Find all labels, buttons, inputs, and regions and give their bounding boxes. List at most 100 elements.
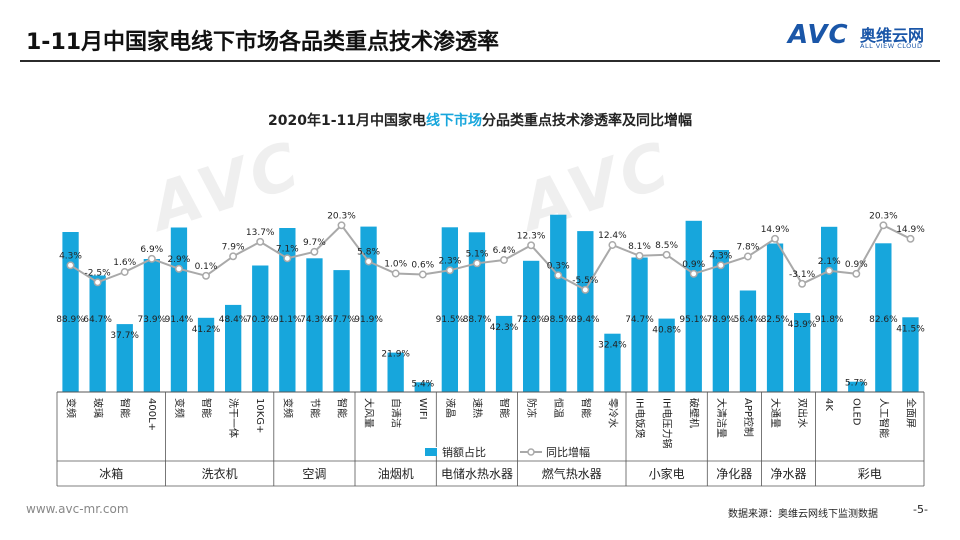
brand-logo: AVC 奥维云网 ALL VIEW CLOUD — [788, 20, 940, 54]
growth-label: 8.1% — [628, 242, 651, 252]
share-bar — [279, 228, 296, 392]
share-bar — [468, 232, 486, 392]
share-label: 40.8% — [652, 326, 681, 336]
legend-label-growth: 同比增幅 — [546, 445, 590, 459]
share-bar — [577, 231, 594, 392]
category-label: 大通量 — [769, 398, 782, 428]
growth-label: 20.3% — [327, 211, 356, 221]
category-label: 变频 — [173, 398, 186, 418]
category-label: 4K — [823, 398, 834, 411]
growth-label: -2.5% — [85, 268, 112, 278]
category-label: 破壁机 — [688, 398, 701, 428]
growth-label: 2.1% — [818, 257, 841, 267]
share-bar — [794, 313, 811, 392]
growth-label: 12.3% — [517, 231, 546, 241]
legend-swatch-share — [425, 448, 437, 456]
share-label: 5.4% — [411, 379, 434, 389]
category-label: IH电饭煲 — [634, 398, 647, 438]
share-bar — [197, 317, 215, 392]
category-label: 恒温 — [552, 398, 565, 418]
growth-label: 4.3% — [59, 251, 82, 261]
page-number: -5- — [913, 503, 928, 516]
group-label: 冰箱 — [99, 466, 123, 481]
share-bar — [414, 382, 431, 392]
legend-marker-growth — [527, 448, 535, 456]
growth-point — [364, 257, 373, 266]
growth-point — [391, 269, 400, 278]
share-bar — [902, 317, 919, 392]
category-label: 智能 — [498, 398, 511, 418]
growth-point — [147, 254, 156, 263]
growth-label: -3.1% — [789, 270, 816, 280]
growth-label: 9.7% — [303, 238, 326, 248]
category-label: 大清洁量 — [715, 398, 728, 438]
growth-label: 0.6% — [411, 261, 434, 271]
share-label: 72.9% — [517, 315, 546, 325]
share-bar — [143, 259, 160, 392]
growth-point — [66, 261, 75, 270]
share-bar — [604, 333, 621, 392]
share-bar — [631, 257, 648, 392]
group-label: 净化器 — [716, 467, 752, 481]
growth-point — [174, 264, 183, 273]
growth-point — [689, 269, 698, 278]
share-bar — [387, 352, 404, 392]
growth-label: 2.9% — [167, 255, 190, 265]
growth-label: 5.1% — [466, 249, 489, 259]
legend-label-share: 销额占比 — [442, 445, 486, 459]
footer-url[interactable]: www.avc-mr.com — [26, 502, 129, 516]
growth-point — [93, 278, 102, 287]
growth-label: 12.4% — [598, 231, 627, 241]
growth-label: 0.9% — [845, 260, 868, 270]
group-label: 净水器 — [770, 467, 806, 481]
share-bar — [712, 250, 729, 392]
growth-point — [852, 269, 861, 278]
category-label: OLED — [850, 398, 861, 426]
growth-label: 6.4% — [493, 246, 516, 256]
growth-point — [608, 241, 617, 249]
share-label: 91.4% — [165, 315, 194, 325]
share-label: 95.1% — [679, 315, 708, 325]
share-label: 88.7% — [463, 315, 492, 325]
growth-label: 1.6% — [113, 258, 136, 268]
category-label: 智能 — [200, 398, 213, 418]
growth-label: 13.7% — [246, 228, 275, 238]
share-label: 32.4% — [598, 341, 627, 351]
growth-point — [771, 234, 779, 243]
growth-point — [337, 221, 346, 230]
category-label: 变频 — [281, 398, 294, 418]
growth-line — [69, 223, 911, 292]
growth-label: 5.8% — [357, 248, 380, 258]
growth-point — [120, 268, 129, 276]
growth-point — [879, 221, 888, 230]
growth-label: 0.3% — [547, 261, 570, 271]
category-label: 变频 — [65, 398, 78, 418]
category-label: 大风量 — [363, 398, 376, 428]
share-bar — [170, 227, 188, 392]
growth-point — [256, 237, 265, 246]
chart-title: 2020年1-11月中国家电线下市场分品类重点技术渗透率及同比增幅 — [268, 112, 692, 129]
share-label: 37.7% — [110, 331, 139, 341]
category-label: 智能 — [579, 398, 592, 418]
group-label: 小家电 — [649, 466, 685, 481]
growth-label: 1.0% — [384, 260, 407, 270]
growth-label: 7.9% — [222, 242, 245, 252]
share-bar — [685, 220, 702, 392]
share-label: 73.9% — [138, 315, 167, 325]
category-label: IH电压力锅 — [661, 398, 674, 448]
growth-label: 8.5% — [655, 241, 678, 251]
category-label: 10KG+ — [254, 398, 265, 433]
share-label: 78.9% — [707, 315, 736, 325]
growth-point — [229, 252, 238, 261]
category-label: 玻璃 — [92, 398, 105, 418]
share-label: 43.9% — [788, 320, 817, 330]
share-label: 91.8% — [815, 315, 844, 325]
growth-point — [716, 261, 725, 270]
growth-label: -5.5% — [572, 276, 599, 286]
growth-point — [554, 271, 563, 280]
growth-label: 0.1% — [195, 262, 218, 272]
chart-title-part: 线下市场 — [426, 112, 482, 129]
share-bar — [360, 226, 377, 392]
growth-label: 14.9% — [896, 225, 925, 235]
